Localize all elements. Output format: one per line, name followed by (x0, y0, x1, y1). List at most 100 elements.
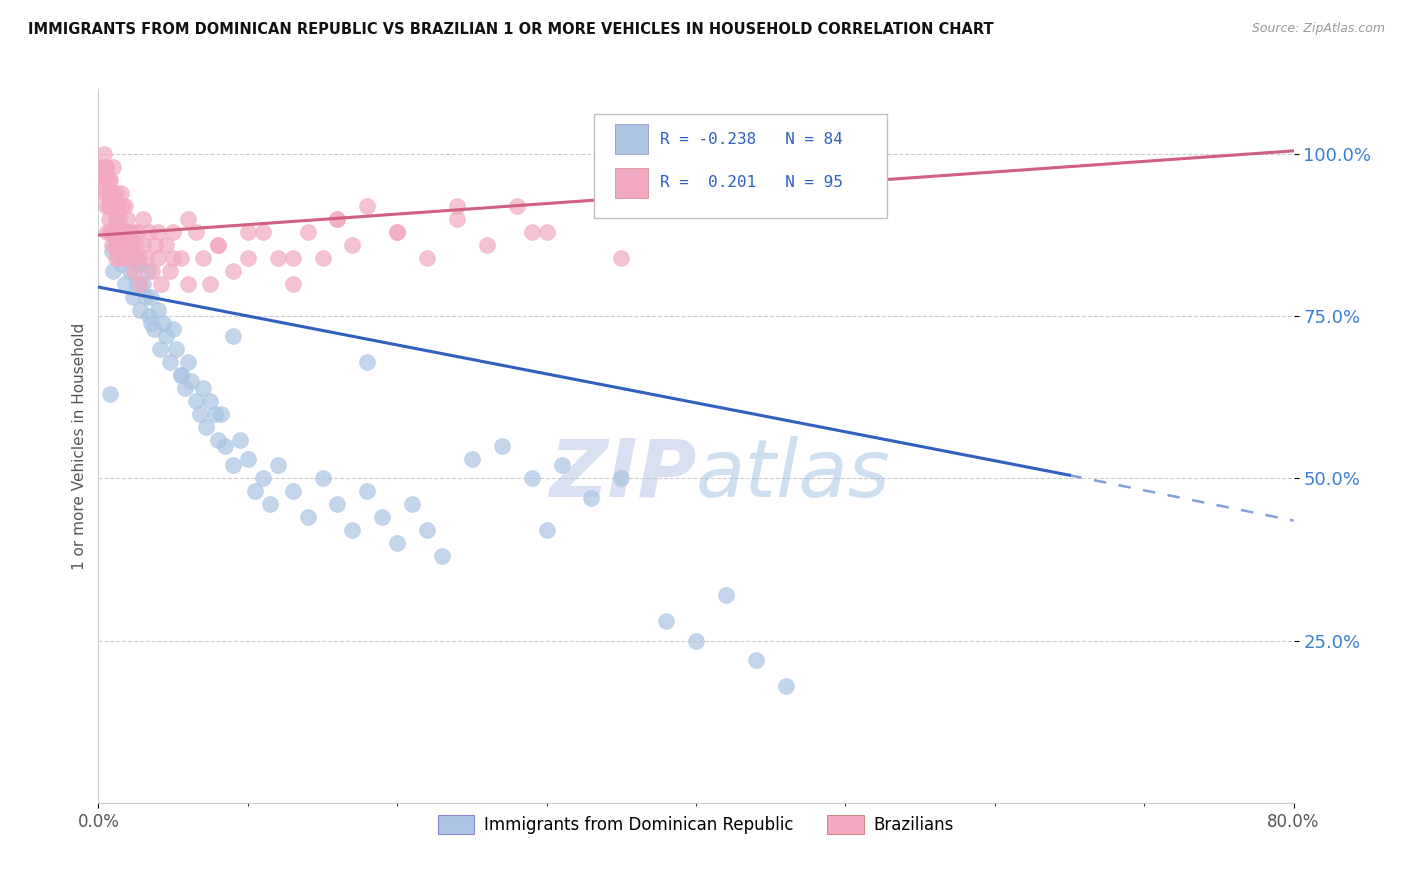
Point (401, 497, 423, 511)
Point (142, 322, 165, 336)
Point (430, 549, 453, 564)
Point (207, 238, 229, 252)
Point (101, 238, 124, 252)
Point (326, 211, 349, 226)
Point (536, 524, 558, 538)
Point (259, 497, 281, 511)
Point (655, 614, 678, 628)
Point (209, 407, 232, 421)
Text: Source: ZipAtlas.com: Source: ZipAtlas.com (1251, 22, 1385, 36)
Point (115, 211, 138, 226)
Point (149, 342, 172, 356)
Point (103, 225, 125, 239)
Legend: Immigrants from Dominican Republic, Brazilians: Immigrants from Dominican Republic, Braz… (432, 808, 960, 841)
Point (97, 211, 120, 226)
Point (94, 167, 117, 181)
Point (252, 471, 274, 485)
FancyBboxPatch shape (595, 114, 887, 218)
Point (108, 225, 131, 239)
Point (96, 186, 118, 200)
Point (416, 524, 439, 538)
Point (118, 225, 141, 239)
Point (98, 186, 122, 200)
Point (491, 439, 513, 453)
Point (506, 199, 529, 213)
Point (127, 225, 149, 239)
Point (128, 257, 150, 271)
Point (111, 231, 134, 245)
Point (94, 160, 117, 174)
Point (91, 160, 114, 174)
Point (581, 491, 603, 505)
Point (281, 484, 304, 499)
Point (180, 374, 202, 388)
Point (111, 238, 134, 252)
Point (236, 225, 259, 239)
Point (107, 199, 129, 213)
Point (150, 277, 173, 291)
Point (96, 186, 118, 200)
Point (128, 251, 150, 265)
Point (222, 458, 245, 473)
Point (97, 173, 120, 187)
Point (245, 484, 267, 499)
Point (105, 211, 128, 226)
Point (188, 407, 211, 421)
Point (356, 199, 378, 213)
Point (148, 302, 170, 317)
Point (184, 393, 207, 408)
Point (135, 251, 157, 265)
Point (536, 225, 558, 239)
Point (108, 211, 131, 226)
Point (267, 251, 290, 265)
Point (714, 588, 737, 602)
Point (110, 231, 132, 245)
Text: ZIP: ZIP (548, 435, 696, 514)
Point (174, 381, 197, 395)
Point (356, 484, 378, 499)
Point (236, 452, 259, 467)
Point (138, 310, 160, 324)
Point (159, 354, 181, 368)
Point (139, 290, 162, 304)
FancyBboxPatch shape (614, 124, 648, 154)
Point (112, 244, 135, 259)
Point (155, 328, 177, 343)
Point (236, 251, 259, 265)
Point (91, 186, 114, 200)
Point (104, 225, 127, 239)
Point (775, 679, 797, 693)
Point (97, 199, 120, 213)
Point (184, 225, 207, 239)
Point (143, 238, 166, 252)
Text: R =  0.201   N = 95: R = 0.201 N = 95 (661, 175, 844, 190)
Point (97, 199, 120, 213)
Point (311, 251, 333, 265)
Point (125, 251, 148, 265)
Point (127, 277, 149, 291)
Point (98, 173, 122, 187)
Point (103, 264, 125, 278)
Point (177, 354, 200, 368)
Point (169, 368, 191, 382)
Point (207, 433, 229, 447)
Point (129, 302, 152, 317)
Point (191, 251, 214, 265)
Point (191, 381, 214, 395)
Point (252, 225, 274, 239)
Point (195, 419, 218, 434)
Point (342, 238, 364, 252)
Point (138, 225, 160, 239)
Point (135, 290, 157, 304)
Point (281, 251, 304, 265)
Point (103, 193, 125, 207)
Point (385, 225, 409, 239)
Point (110, 186, 132, 200)
Point (114, 199, 136, 213)
FancyBboxPatch shape (614, 168, 648, 198)
Point (105, 186, 128, 200)
Text: atlas: atlas (696, 435, 891, 514)
Point (112, 225, 135, 239)
Point (110, 225, 132, 239)
Point (111, 199, 134, 213)
